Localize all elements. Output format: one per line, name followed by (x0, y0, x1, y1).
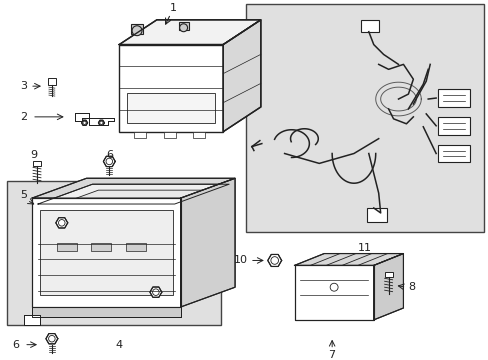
Bar (437, 117, 469, 135)
Text: 1: 1 (170, 3, 177, 13)
Circle shape (270, 257, 278, 264)
Circle shape (59, 220, 65, 226)
Bar (437, 89, 469, 107)
Bar (131, 24, 142, 34)
Bar (134, 132, 145, 138)
Text: 6: 6 (105, 150, 113, 161)
Bar (178, 22, 188, 30)
Text: 3: 3 (20, 81, 27, 91)
Circle shape (83, 121, 86, 125)
Text: 4: 4 (116, 339, 122, 350)
Bar (48, 78, 56, 85)
Text: 5: 5 (20, 190, 28, 200)
Polygon shape (24, 315, 40, 325)
Polygon shape (46, 334, 58, 344)
Text: 2: 2 (20, 112, 27, 122)
Bar (193, 132, 205, 138)
Polygon shape (119, 20, 260, 45)
Bar (245, 4, 483, 232)
Text: 7: 7 (328, 350, 335, 360)
Circle shape (179, 24, 187, 32)
Polygon shape (44, 190, 223, 210)
Bar (437, 145, 469, 162)
Polygon shape (294, 253, 403, 265)
Bar (163, 132, 175, 138)
Polygon shape (81, 120, 87, 125)
Polygon shape (373, 253, 403, 320)
Polygon shape (56, 218, 67, 228)
Polygon shape (32, 198, 180, 307)
Polygon shape (32, 178, 235, 198)
Bar (7, 181, 221, 325)
Polygon shape (150, 287, 162, 297)
Bar (127, 93, 215, 123)
Text: 10: 10 (233, 256, 247, 265)
Bar (360, 20, 378, 32)
Bar (40, 210, 172, 295)
Circle shape (100, 121, 103, 125)
Polygon shape (32, 307, 180, 317)
Text: 11: 11 (357, 243, 371, 253)
Circle shape (132, 26, 142, 36)
Polygon shape (98, 120, 104, 125)
Polygon shape (267, 255, 281, 266)
Polygon shape (180, 178, 235, 307)
Bar (366, 208, 386, 222)
Text: 6: 6 (12, 339, 19, 350)
Circle shape (152, 289, 159, 296)
Polygon shape (75, 113, 114, 125)
Circle shape (48, 336, 55, 342)
Text: 8: 8 (407, 282, 415, 292)
Polygon shape (223, 20, 260, 132)
Bar (57, 243, 77, 251)
Circle shape (106, 158, 112, 165)
Text: 9: 9 (30, 150, 38, 161)
Bar (33, 161, 41, 166)
Polygon shape (294, 265, 373, 320)
Polygon shape (38, 184, 229, 204)
Bar (91, 243, 111, 251)
Circle shape (329, 283, 337, 291)
Bar (384, 273, 392, 277)
Polygon shape (103, 156, 115, 167)
Bar (126, 243, 145, 251)
Bar (119, 45, 223, 132)
